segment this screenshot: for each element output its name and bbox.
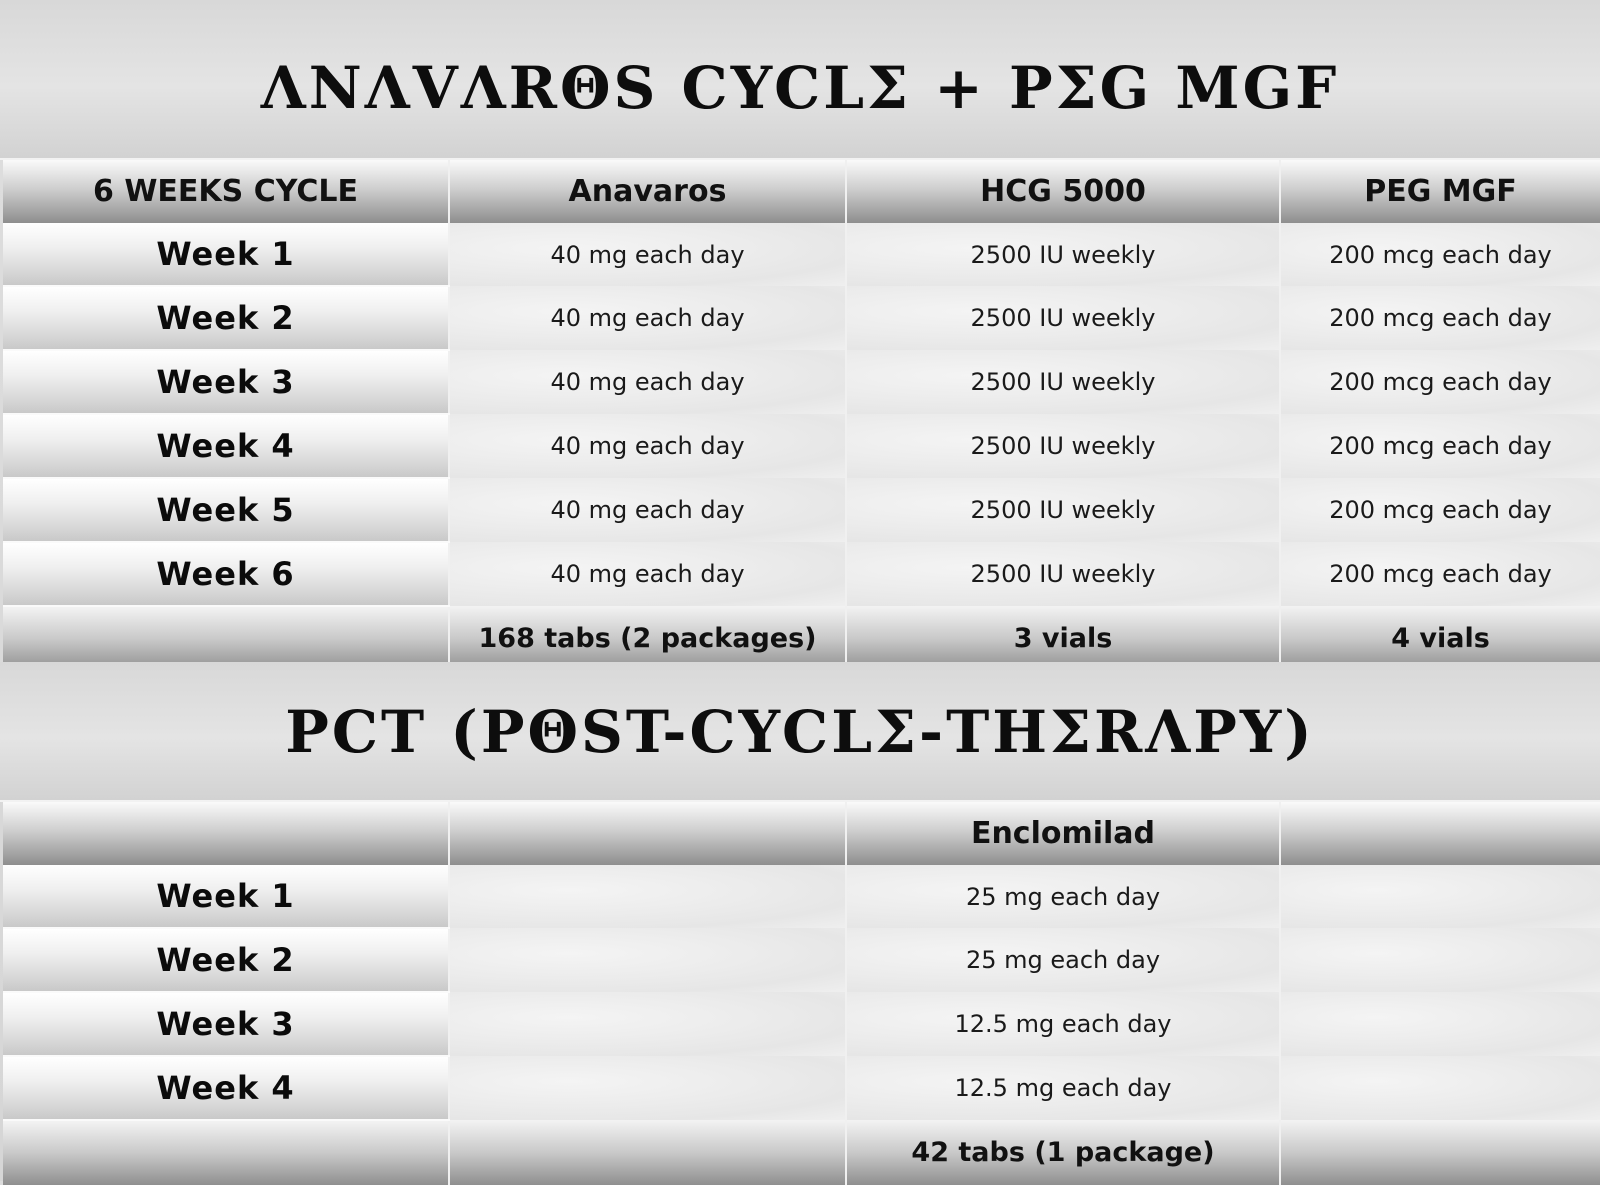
week-label: Week 4 [3,1056,449,1121]
table-row: Week 2 40 mg each day 2500 IU weekly 200… [3,286,1600,351]
pct-header-empty [3,802,449,865]
table-row: Week 3 12.5 mg each day [3,992,1600,1057]
peg-dose: 200 mcg each day [1279,414,1600,478]
week-label: Week 1 [3,865,449,929]
anavaros-dose: 40 mg each day [448,542,846,606]
week-label: Week 2 [3,286,449,351]
totals-empty-cell [3,606,449,671]
enclomilad-dose: 12.5 mg each day [845,992,1280,1056]
enclomilad-dose: 25 mg each day [845,928,1280,992]
table-row: Week 4 12.5 mg each day [3,1056,1600,1121]
cycle-header-row: 6 WEEKS CYCLE Anavaros HCG 5000 PEG MGF [3,160,1600,223]
pct-header-row: Enclomilad [3,802,1600,865]
empty-cell [1279,1056,1600,1120]
empty-cell [1279,992,1600,1056]
empty-cell [448,928,846,992]
pct-header-empty [448,802,846,865]
hcg-total: 3 vials [845,606,1280,671]
peg-dose: 200 mcg each day [1279,478,1600,542]
hcg-dose: 2500 IU weekly [845,414,1280,478]
hcg-dose: 2500 IU weekly [845,223,1280,286]
hcg-dose: 2500 IU weekly [845,350,1280,414]
table-row: Week 6 40 mg each day 2500 IU weekly 200… [3,542,1600,607]
enclomilad-total: 42 tabs (1 package) [845,1120,1280,1185]
pct-table: Enclomilad Week 1 25 mg each day Week 2 … [3,802,1600,1185]
peg-dose: 200 mcg each day [1279,542,1600,606]
header-peg-mgf: PEG MGF [1279,160,1600,223]
anavaros-dose: 40 mg each day [448,223,846,286]
anavaros-total: 168 tabs (2 packages) [448,606,846,671]
empty-cell [448,865,846,928]
cycle-table: 6 WEEKS CYCLE Anavaros HCG 5000 PEG MGF … [3,160,1600,671]
week-label: Week 2 [3,928,449,993]
anavaros-dose: 40 mg each day [448,478,846,542]
anavaros-dose: 40 mg each day [448,414,846,478]
week-label: Week 6 [3,542,449,607]
table-row: Week 1 25 mg each day [3,865,1600,929]
header-enclomilad: Enclomilad [845,802,1280,865]
week-label: Week 3 [3,350,449,415]
table-row: Week 2 25 mg each day [3,928,1600,993]
totals-empty-cell [1279,1120,1600,1185]
totals-row: 42 tabs (1 package) [3,1120,1600,1185]
week-label: Week 3 [3,992,449,1057]
hcg-dose: 2500 IU weekly [845,542,1280,606]
table-row: Week 4 40 mg each day 2500 IU weekly 200… [3,414,1600,479]
table-row: Week 3 40 mg each day 2500 IU weekly 200… [3,350,1600,415]
header-cycle-length: 6 WEEKS CYCLE [3,160,449,223]
week-label: Week 4 [3,414,449,479]
peg-dose: 200 mcg each day [1279,286,1600,350]
hcg-dose: 2500 IU weekly [845,478,1280,542]
peg-dose: 200 mcg each day [1279,350,1600,414]
week-label: Week 1 [3,223,449,287]
totals-row: 168 tabs (2 packages) 3 vials 4 vials [3,606,1600,671]
table-row: Week 5 40 mg each day 2500 IU weekly 200… [3,478,1600,543]
enclomilad-dose: 12.5 mg each day [845,1056,1280,1120]
anavaros-dose: 40 mg each day [448,350,846,414]
week-label: Week 5 [3,478,449,543]
empty-cell [1279,928,1600,992]
table-row: Week 1 40 mg each day 2500 IU weekly 200… [3,223,1600,287]
empty-cell [1279,865,1600,928]
peg-total: 4 vials [1279,606,1600,671]
peg-dose: 200 mcg each day [1279,223,1600,286]
totals-empty-cell [3,1120,449,1185]
empty-cell [448,1056,846,1120]
totals-empty-cell [448,1120,846,1185]
cycle-title: ΛΝΛVΛRΘS CYCLΣ + PΣG MGF [0,0,1600,160]
enclomilad-dose: 25 mg each day [845,865,1280,928]
empty-cell [448,992,846,1056]
hcg-dose: 2500 IU weekly [845,286,1280,350]
header-anavaros: Anavaros [448,160,846,223]
header-hcg: HCG 5000 [845,160,1280,223]
pct-title: PCT (PΘST-CYCLΣ-THΣRΛPY) [0,662,1600,802]
pct-header-empty [1279,802,1600,865]
anavaros-dose: 40 mg each day [448,286,846,350]
